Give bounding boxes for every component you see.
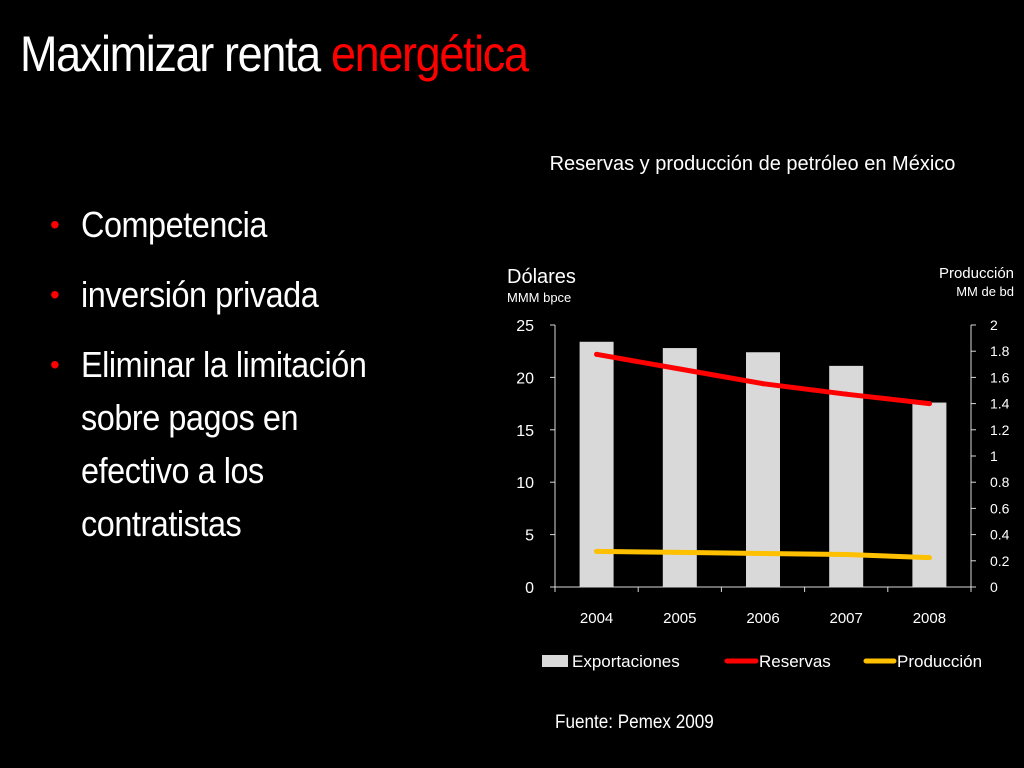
title-part-2: energética [330, 26, 529, 82]
bullet-item: • Eliminar la limitación sobre pagos en e… [44, 338, 444, 550]
bullet-dot-icon: • [50, 349, 60, 380]
right-tick-label: 2 [990, 317, 998, 333]
bullet-dot-icon: • [50, 209, 60, 240]
slide-title: Maximizar renta energética [20, 22, 529, 86]
bullet-item: • inversión privada [44, 268, 444, 321]
right-tick-label: 1.6 [990, 369, 1010, 385]
left-tick-label: 5 [525, 528, 534, 545]
point-produccion [926, 555, 932, 561]
point-produccion [594, 548, 600, 554]
x-tick-label: 2006 [746, 610, 779, 627]
left-tick-label: 20 [516, 370, 534, 387]
point-reservas [926, 401, 932, 407]
bar-exportaciones [746, 352, 780, 587]
point-produccion [677, 549, 683, 555]
left-axis-label: Dólares [507, 266, 576, 288]
point-reservas [594, 351, 600, 357]
left-tick-label: 10 [516, 475, 534, 492]
right-axis-heading: Producción MM de bd [939, 264, 1014, 300]
title-part-1: Maximizar renta [20, 26, 321, 82]
bullet-text: Competencia [81, 204, 267, 245]
right-tick-label: 1.2 [990, 422, 1010, 438]
left-tick-label: 15 [516, 423, 534, 440]
point-produccion [760, 550, 766, 556]
bullet-dot-icon: • [50, 279, 60, 310]
source-note: Fuente: Pemex 2009 [555, 712, 714, 733]
right-tick-label: 1 [990, 448, 998, 464]
point-reservas [677, 366, 683, 372]
bullet-item: • Competencia [44, 198, 444, 251]
bar-exportaciones [662, 348, 697, 587]
left-axis-heading: Dólares MMM bpce [507, 264, 576, 306]
right-tick-label: 1.8 [990, 343, 1010, 359]
right-tick-label: 0.6 [990, 500, 1010, 516]
right-axis-sublabel: MM de bd [956, 284, 1014, 299]
right-tick-label: 0 [990, 579, 998, 595]
left-tick-label: 0 [525, 580, 534, 597]
legend-label-produccion: Producción [897, 652, 982, 671]
left-axis-sublabel: MMM bpce [507, 290, 572, 305]
legend-swatch-exportaciones [542, 655, 568, 667]
chart-title: Reservas y producción de petróleo en Méx… [549, 153, 956, 175]
x-tick-label: 2007 [830, 610, 863, 627]
point-reservas [760, 381, 766, 387]
right-tick-label: 1.4 [990, 396, 1010, 412]
bullet-text: inversión privada [81, 274, 319, 315]
bar-exportaciones [579, 341, 614, 587]
legend-label-exportaciones: Exportaciones [572, 652, 680, 671]
right-axis-label: Producción [938, 265, 1014, 282]
right-tick-label: 0.2 [990, 553, 1010, 569]
x-tick-label: 2004 [580, 610, 613, 627]
left-tick-label: 25 [516, 318, 534, 335]
right-tick-label: 0.8 [990, 474, 1010, 490]
bullet-list: • Competencia • inversión privada • Elimina… [44, 198, 444, 567]
point-reservas [843, 391, 849, 397]
x-tick-label: 2008 [913, 610, 946, 627]
right-tick-label: 0.4 [990, 527, 1010, 543]
bullet-text: Eliminar la limitación sobre pagos en ef… [81, 344, 367, 544]
point-produccion [843, 552, 849, 558]
bar-exportaciones [829, 365, 864, 587]
legend-label-reservas: Reservas [759, 652, 831, 671]
x-tick-label: 2005 [663, 610, 696, 627]
